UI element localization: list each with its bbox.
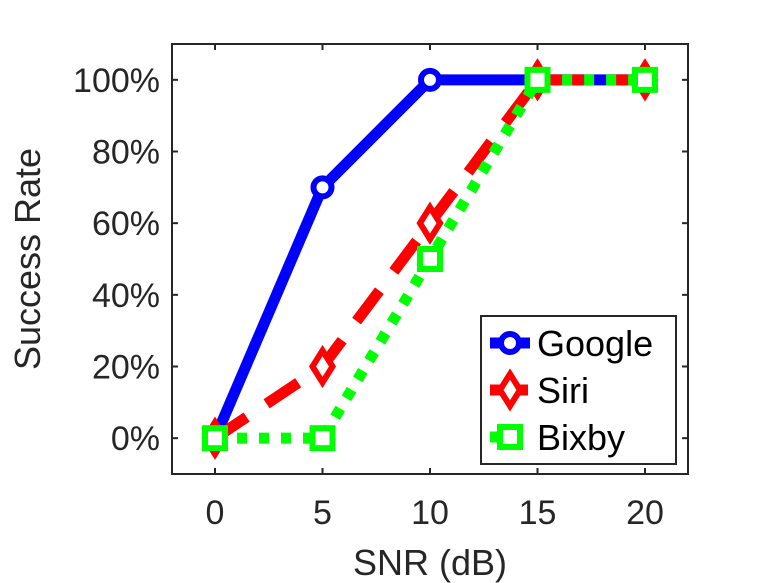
series-layer [201, 58, 659, 460]
y-tick-label: 100% [73, 62, 160, 100]
legend-label-siri: Siri [537, 370, 589, 411]
series-line-siri [211, 74, 645, 443]
data-point-bixby [524, 66, 551, 93]
ticks-layer: 0 5 10 15 20 0% 20% 40% 60% 80% 100% [73, 44, 688, 532]
x-tick-label: 5 [313, 494, 332, 532]
y-tick-label: 20% [92, 349, 160, 387]
x-tick-label: 15 [519, 494, 557, 532]
data-point-siri [416, 201, 444, 245]
x-tick-label: 10 [411, 494, 449, 532]
y-tick-label: 0% [111, 420, 160, 458]
data-point-bixby [417, 246, 443, 272]
legend-label-bixby: Bixby [537, 417, 625, 458]
y-tick-label: 80% [92, 134, 160, 172]
data-point-siri [308, 344, 337, 389]
y-axis-label: Success Rate [7, 148, 48, 370]
x-axis-label: SNR (dB) [353, 542, 507, 583]
legend-label-google: Google [537, 323, 653, 364]
legend-marker-bixby [497, 424, 523, 450]
legend-marker-siri [496, 368, 524, 412]
data-point-bixby [202, 425, 228, 452]
data-point-bixby [309, 425, 336, 452]
x-tick-label: 20 [626, 494, 664, 532]
plot-frame [171, 43, 689, 475]
legend-marker-google [498, 331, 522, 355]
y-tick-label: 60% [92, 205, 160, 243]
x-tick-label: 0 [206, 494, 225, 532]
legend: Google Siri Bixby [480, 315, 677, 465]
data-point-google [418, 67, 442, 92]
data-point-google [310, 175, 335, 200]
y-tick-label: 40% [92, 277, 160, 315]
data-point-bixby [632, 66, 658, 93]
